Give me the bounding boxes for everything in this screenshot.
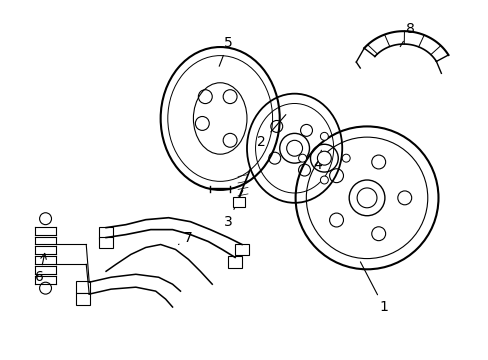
- FancyBboxPatch shape: [235, 243, 248, 255]
- FancyBboxPatch shape: [76, 293, 90, 305]
- FancyBboxPatch shape: [228, 256, 242, 268]
- Text: 7: 7: [178, 230, 192, 244]
- Circle shape: [320, 176, 327, 184]
- Circle shape: [286, 140, 302, 156]
- FancyBboxPatch shape: [233, 197, 244, 207]
- Text: 5: 5: [219, 36, 232, 66]
- FancyBboxPatch shape: [76, 281, 90, 293]
- Circle shape: [342, 154, 349, 162]
- Text: 4: 4: [312, 150, 321, 172]
- Text: 2: 2: [257, 114, 285, 149]
- Circle shape: [298, 154, 306, 162]
- FancyBboxPatch shape: [99, 227, 113, 239]
- FancyBboxPatch shape: [99, 237, 113, 248]
- Text: 1: 1: [360, 262, 387, 314]
- Circle shape: [356, 188, 376, 208]
- Text: 6: 6: [35, 253, 46, 284]
- Circle shape: [320, 132, 327, 140]
- Text: 8: 8: [399, 22, 414, 47]
- Text: 3: 3: [224, 190, 243, 229]
- Circle shape: [317, 151, 331, 165]
